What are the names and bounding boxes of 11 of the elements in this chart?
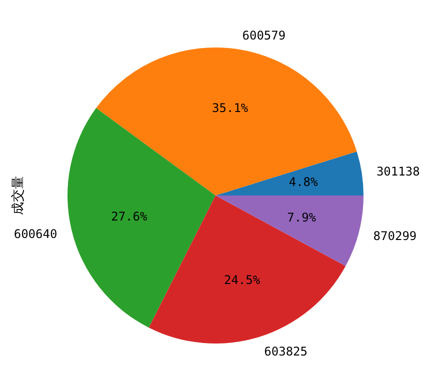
- slice-label: 870299: [373, 229, 417, 244]
- data-label: 35.1%: [212, 100, 249, 115]
- data-label: 7.9%: [287, 210, 317, 224]
- data-label: 27.6%: [111, 209, 148, 224]
- data-label: 24.5%: [224, 273, 261, 288]
- text: 成交量: [10, 176, 26, 215]
- slice-label: 600640: [14, 227, 58, 242]
- slice-label: 603825: [264, 344, 308, 358]
- slice-label: 600579: [242, 28, 286, 42]
- data-label: 4.8%: [288, 175, 319, 190]
- slice-label: 301138: [376, 164, 420, 179]
